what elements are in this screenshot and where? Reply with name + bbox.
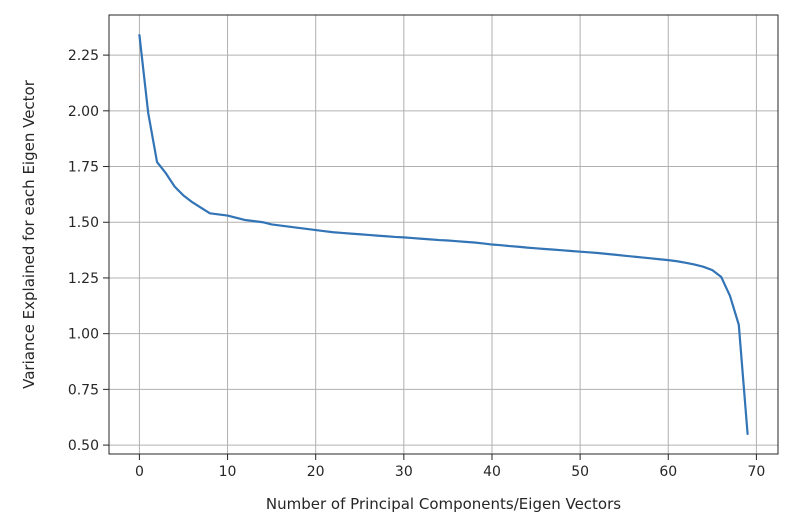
y-axis-label: Variance Explained for each Eigen Vector [20, 79, 38, 389]
y-tick-label: 2.25 [68, 48, 99, 64]
y-tick-label: 0.75 [68, 382, 99, 398]
x-tick-label: 40 [483, 464, 501, 480]
x-tick-label: 0 [135, 464, 144, 480]
y-tick-label: 1.25 [68, 271, 99, 287]
series-line [138, 33, 749, 436]
x-axis-label: Number of Principal Components/Eigen Vec… [266, 495, 621, 513]
x-tick-label: 50 [571, 464, 589, 480]
y-tick-label: 1.75 [68, 160, 99, 176]
plot-area-frame [108, 14, 779, 455]
x-tick-label: 70 [747, 464, 765, 480]
x-tick-label: 60 [659, 464, 677, 480]
axis-ticks: 0 10 20 30 40 50 60 70 0.50 0.75 1.00 1.25 1.50 1.75 2… [68, 48, 765, 480]
x-tick-label: 20 [307, 464, 325, 480]
y-tick-label: 2.00 [68, 104, 99, 120]
y-tick-label: 1.00 [68, 327, 99, 343]
x-tick-label: 10 [219, 464, 237, 480]
y-tick-label: 0.50 [68, 438, 99, 454]
y-tick-label: 1.50 [68, 215, 99, 231]
x-tick-label: 30 [395, 464, 413, 480]
grid-lines [109, 15, 778, 454]
